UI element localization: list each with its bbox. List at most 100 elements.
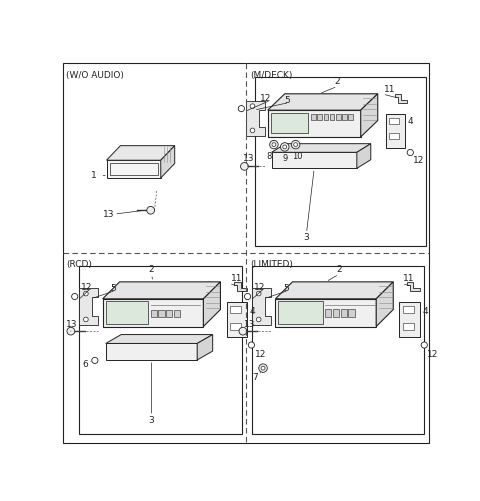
Circle shape [244, 294, 251, 300]
Circle shape [250, 128, 255, 133]
Bar [333, 309, 339, 317]
Text: 11: 11 [384, 85, 396, 94]
Text: 13: 13 [103, 209, 114, 218]
Bar [230, 306, 241, 313]
Bar [399, 302, 420, 337]
Bar [255, 77, 426, 246]
Bar [227, 302, 247, 337]
Circle shape [261, 366, 265, 370]
Bar [230, 323, 241, 330]
Polygon shape [272, 152, 357, 168]
Text: (RCD): (RCD) [66, 260, 92, 269]
Polygon shape [268, 94, 378, 110]
Polygon shape [376, 282, 393, 327]
Polygon shape [276, 282, 393, 299]
Bar [79, 267, 242, 434]
Circle shape [84, 317, 88, 322]
Bar [348, 309, 355, 317]
Circle shape [256, 317, 261, 322]
Bar [109, 163, 157, 175]
Circle shape [270, 140, 278, 149]
Polygon shape [272, 144, 371, 152]
Bar [158, 310, 165, 317]
Circle shape [294, 143, 298, 146]
Circle shape [92, 357, 98, 364]
Text: 7: 7 [252, 373, 258, 382]
Text: 13: 13 [66, 320, 78, 329]
Text: 11: 11 [403, 275, 414, 283]
Bar [324, 114, 328, 120]
Circle shape [238, 106, 244, 112]
Circle shape [283, 145, 287, 149]
Text: 3: 3 [303, 233, 309, 241]
Text: 2: 2 [336, 265, 342, 274]
Bar [348, 114, 353, 120]
Polygon shape [107, 160, 161, 178]
Circle shape [256, 291, 261, 296]
Bar [271, 113, 308, 133]
Text: 13: 13 [244, 320, 256, 329]
Polygon shape [395, 94, 407, 103]
Circle shape [248, 342, 254, 348]
Polygon shape [106, 344, 197, 360]
Text: 12: 12 [81, 283, 92, 292]
Polygon shape [276, 299, 376, 327]
Circle shape [72, 294, 78, 300]
Circle shape [250, 104, 255, 108]
Circle shape [259, 364, 267, 372]
Polygon shape [204, 282, 220, 327]
Bar [385, 114, 405, 148]
Circle shape [291, 140, 300, 149]
Text: 1: 1 [91, 171, 97, 180]
Text: 13: 13 [243, 154, 255, 163]
Text: (M/DECK): (M/DECK) [250, 71, 292, 80]
Text: 2: 2 [149, 265, 154, 274]
Text: 6: 6 [83, 360, 88, 369]
Text: 3: 3 [149, 416, 155, 425]
Bar [174, 310, 180, 317]
Text: 4: 4 [423, 307, 428, 316]
Polygon shape [357, 144, 371, 168]
Polygon shape [246, 101, 264, 136]
Polygon shape [197, 335, 213, 360]
Bar [278, 301, 323, 324]
Polygon shape [79, 288, 98, 325]
Bar [403, 306, 414, 313]
Text: 12: 12 [254, 350, 266, 359]
Bar [325, 309, 331, 317]
Polygon shape [360, 94, 378, 137]
Text: 8: 8 [266, 152, 272, 161]
Text: (LIMITED): (LIMITED) [250, 260, 293, 269]
Bar [317, 114, 322, 120]
Bar [342, 114, 347, 120]
Circle shape [280, 143, 289, 151]
Bar [403, 323, 414, 330]
Bar [340, 309, 347, 317]
Circle shape [421, 342, 427, 348]
Text: 4: 4 [250, 307, 255, 316]
Bar [106, 301, 148, 324]
Polygon shape [106, 335, 213, 344]
Polygon shape [234, 282, 247, 291]
Circle shape [407, 149, 413, 156]
Bar [336, 114, 340, 120]
Circle shape [67, 327, 75, 335]
Bar [311, 114, 316, 120]
Polygon shape [107, 146, 175, 160]
Text: 12: 12 [254, 283, 265, 292]
Polygon shape [407, 282, 420, 291]
Polygon shape [252, 288, 271, 325]
Text: (W/O AUDIO): (W/O AUDIO) [66, 71, 124, 80]
Text: 2: 2 [335, 77, 340, 86]
Polygon shape [103, 299, 204, 327]
Polygon shape [161, 146, 175, 178]
Text: 4: 4 [407, 117, 413, 126]
Bar [389, 133, 399, 139]
Text: 5: 5 [285, 96, 290, 105]
Circle shape [147, 206, 155, 214]
Text: 10: 10 [292, 152, 302, 161]
Polygon shape [268, 110, 360, 137]
Circle shape [240, 162, 248, 170]
Bar [252, 267, 424, 434]
Text: 5: 5 [283, 284, 289, 293]
